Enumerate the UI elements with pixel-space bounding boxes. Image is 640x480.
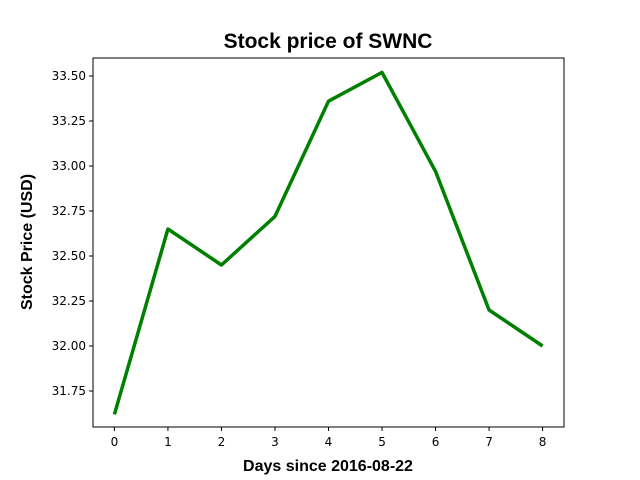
x-tick-label: 0 bbox=[111, 435, 119, 449]
x-axis-label: Days since 2016-08-22 bbox=[243, 458, 413, 475]
y-tick-label: 33.25 bbox=[52, 114, 86, 128]
y-axis-ticks: 31.75 32.00 32.25 32.50 32.75 33.00 33.25 33.50 bbox=[52, 69, 93, 398]
y-tick-label: 33.50 bbox=[52, 69, 86, 83]
y-axis-label: Stock Price (USD) bbox=[19, 174, 36, 310]
y-tick-label: 32.75 bbox=[52, 204, 86, 218]
x-tick-label: 1 bbox=[164, 435, 172, 449]
x-tick-label: 4 bbox=[325, 435, 333, 449]
x-tick-label: 7 bbox=[485, 435, 493, 449]
x-tick-label: 8 bbox=[539, 435, 547, 449]
x-tick-label: 6 bbox=[432, 435, 440, 449]
x-axis-ticks: 0 1 2 3 4 5 6 7 8 bbox=[111, 427, 547, 449]
y-tick-label: 32.25 bbox=[52, 294, 86, 308]
chart-title: Stock price of SWNC bbox=[224, 30, 433, 53]
y-tick-label: 32.00 bbox=[52, 339, 86, 353]
y-tick-label: 31.75 bbox=[52, 384, 86, 398]
x-tick-label: 3 bbox=[271, 435, 279, 449]
x-tick-label: 2 bbox=[218, 435, 226, 449]
y-tick-label: 32.50 bbox=[52, 249, 86, 263]
y-tick-label: 33.00 bbox=[52, 159, 86, 173]
x-tick-label: 5 bbox=[378, 435, 386, 449]
